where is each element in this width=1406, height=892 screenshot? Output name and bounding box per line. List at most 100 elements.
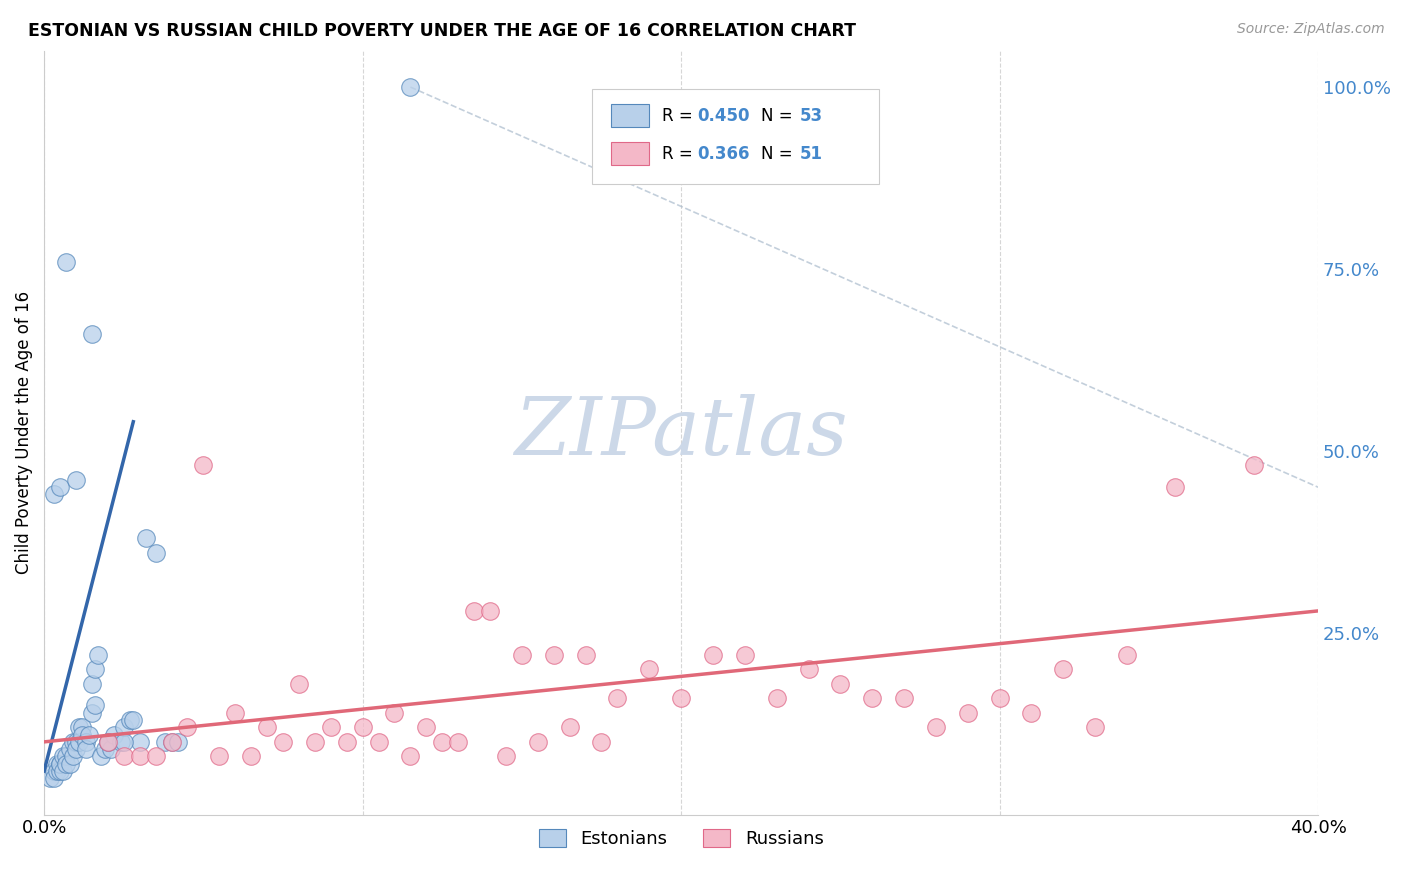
Point (830, 676, 852, 690)
FancyBboxPatch shape (592, 89, 879, 185)
Point (176, 720, 198, 734)
Point (75, 735, 97, 749)
Point (103, 728, 125, 742)
Point (988, 691, 1011, 706)
Point (52, 749, 75, 764)
Point (543, 648, 565, 662)
Bar (612, 143, 650, 165)
Text: 0.450: 0.450 (697, 107, 751, 125)
Point (160, 735, 183, 749)
Text: 51: 51 (800, 145, 823, 163)
Point (765, 691, 787, 706)
Point (135, 531, 157, 545)
Point (55, 756, 77, 771)
Point (58, 742, 80, 756)
Point (367, 735, 389, 749)
Point (893, 691, 915, 706)
Point (39, 771, 62, 785)
Text: N =: N = (762, 145, 799, 163)
Point (72, 728, 94, 742)
Point (67, 720, 90, 734)
Point (110, 735, 132, 749)
Point (860, 691, 883, 706)
Point (352, 720, 374, 734)
Point (80, 327, 103, 342)
Point (193, 458, 215, 473)
Point (128, 749, 150, 764)
Point (65, 742, 87, 756)
Point (1116, 648, 1139, 662)
Point (58, 756, 80, 771)
Point (527, 735, 550, 749)
Y-axis label: Child Poverty Under the Age of 16: Child Poverty Under the Age of 16 (15, 291, 32, 574)
Point (49, 756, 72, 771)
Point (1021, 706, 1043, 720)
Point (558, 720, 581, 734)
Point (167, 735, 190, 749)
Point (432, 735, 454, 749)
Point (120, 713, 142, 727)
Point (49, 756, 72, 771)
Point (67, 735, 90, 749)
Point (224, 706, 246, 720)
Point (97, 735, 120, 749)
Text: Source: ZipAtlas.com: Source: ZipAtlas.com (1237, 22, 1385, 37)
Point (77, 728, 100, 742)
Point (84, 698, 107, 713)
Point (93, 742, 115, 756)
Point (479, 604, 502, 618)
Point (495, 749, 517, 764)
Point (399, 80, 422, 95)
Text: N =: N = (762, 107, 799, 125)
Point (1084, 720, 1107, 734)
Point (591, 735, 613, 749)
Point (65, 473, 87, 487)
Point (319, 720, 342, 734)
Point (42, 771, 65, 785)
Text: R =: R = (662, 145, 697, 163)
Point (1164, 480, 1187, 494)
Point (145, 749, 167, 764)
Point (256, 720, 278, 734)
Point (45, 764, 67, 778)
Point (122, 713, 145, 727)
Point (384, 706, 406, 720)
Text: 0.366: 0.366 (697, 145, 751, 163)
Point (49, 480, 72, 494)
Point (100, 742, 122, 756)
Point (65, 735, 87, 749)
Text: ESTONIAN VS RUSSIAN CHILD POVERTY UNDER THE AGE OF 16 CORRELATION CHART: ESTONIAN VS RUSSIAN CHILD POVERTY UNDER … (28, 22, 856, 40)
Point (463, 604, 485, 618)
Point (240, 749, 263, 764)
Point (97, 735, 120, 749)
Point (510, 648, 533, 662)
Point (42, 487, 65, 501)
Point (45, 756, 67, 771)
Text: ZIPatlas: ZIPatlas (515, 394, 848, 471)
Point (49, 764, 72, 778)
Point (80, 706, 103, 720)
Point (55, 254, 77, 268)
Point (638, 662, 661, 676)
Point (288, 676, 311, 690)
Legend: Estonians, Russians: Estonians, Russians (531, 822, 831, 855)
Point (153, 735, 176, 749)
Point (84, 662, 107, 676)
Point (160, 735, 183, 749)
Point (112, 749, 135, 764)
Point (62, 735, 84, 749)
Point (669, 691, 692, 706)
Point (52, 764, 75, 778)
Point (1243, 458, 1265, 473)
Text: R =: R = (662, 107, 697, 125)
Point (42, 764, 65, 778)
Point (925, 720, 948, 734)
Point (271, 735, 294, 749)
Point (112, 720, 135, 734)
Bar (612, 104, 650, 127)
Point (97, 735, 120, 749)
Point (145, 546, 167, 560)
Point (128, 735, 150, 749)
Point (90, 749, 112, 764)
Point (80, 676, 103, 690)
